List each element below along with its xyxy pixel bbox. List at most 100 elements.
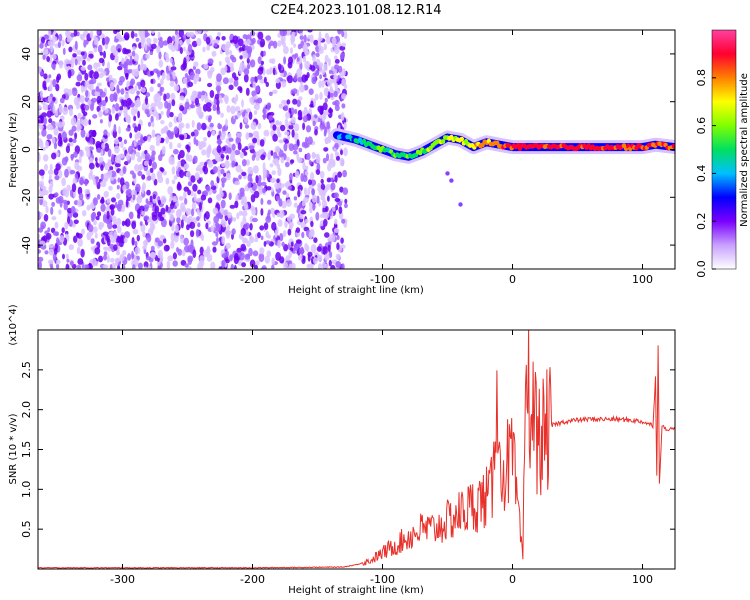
noise-mark	[66, 30, 70, 39]
noise-mark	[122, 166, 127, 175]
noise-mark	[52, 252, 57, 262]
noise-mark	[236, 247, 242, 254]
colorbar-frame	[711, 29, 737, 270]
noise-mark	[177, 142, 182, 149]
noise-mark	[38, 131, 41, 136]
noise-mark	[75, 97, 80, 106]
noise-mark	[165, 204, 169, 212]
noise-mark	[129, 80, 134, 88]
noise-mark	[157, 83, 161, 88]
noise-mark	[199, 145, 203, 150]
noise-mark	[167, 255, 174, 262]
noise-mark	[226, 154, 229, 161]
noise-mark	[229, 254, 234, 262]
noise-mark	[76, 74, 83, 82]
noise-mark	[225, 56, 230, 64]
noise-mark	[96, 30, 101, 35]
noise-mark	[293, 123, 300, 132]
noise-mark	[208, 58, 214, 65]
noise-mark	[110, 257, 115, 263]
noise-mark	[156, 45, 161, 54]
noise-mark	[216, 237, 219, 244]
noise-mark	[206, 107, 212, 112]
noise-mark	[141, 174, 146, 180]
noise-mark	[49, 180, 54, 189]
noise-mark	[319, 121, 326, 130]
noise-mark	[73, 219, 79, 225]
noise-mark	[216, 139, 223, 145]
noise-mark	[310, 65, 316, 72]
noise-mark	[177, 153, 181, 161]
noise-mark	[332, 101, 337, 106]
noise-mark	[220, 112, 224, 118]
noise-mark	[138, 163, 144, 170]
x-tick-label: -200	[240, 273, 265, 286]
noise-mark	[270, 177, 276, 183]
noise-mark	[42, 80, 47, 89]
noise-mark	[134, 103, 138, 108]
noise-mark	[202, 30, 209, 33]
figure-title: C2E4.2023.101.08.12.R14	[270, 3, 441, 18]
noise-mark	[202, 165, 206, 172]
x-tick-label: 0	[509, 573, 516, 586]
noise-mark	[240, 227, 246, 237]
noise-mark	[283, 261, 289, 269]
noise-mark	[214, 152, 220, 162]
noise-mark	[342, 169, 347, 178]
noise-mark	[221, 259, 226, 267]
noise-mark	[197, 91, 203, 99]
noise-mark	[210, 180, 215, 187]
noise-mark	[169, 192, 173, 202]
noise-mark	[178, 134, 185, 140]
noise-mark	[166, 102, 172, 111]
noise-mark	[203, 63, 209, 69]
noise-mark	[338, 65, 343, 74]
noise-mark	[179, 95, 185, 101]
noise-mark	[38, 249, 41, 254]
noise-mark	[221, 219, 227, 228]
noise-mark	[44, 250, 49, 255]
noise-mark	[278, 198, 283, 207]
noise-mark	[54, 175, 60, 181]
noise-mark	[322, 157, 327, 164]
noise-mark	[53, 247, 58, 255]
noise-mark	[81, 228, 85, 235]
noise-mark	[39, 42, 44, 49]
noise-mark	[339, 52, 345, 60]
noise-mark	[57, 121, 64, 128]
noise-mark	[52, 96, 56, 102]
y-tick-label: 1.5	[20, 441, 33, 459]
noise-mark	[150, 70, 154, 76]
snr-xlabel: Height of straight line (km)	[288, 585, 424, 596]
noise-mark	[113, 123, 117, 133]
noise-mark	[206, 45, 211, 51]
noise-mark	[125, 127, 131, 132]
noise-mark	[250, 121, 257, 130]
noise-mark	[186, 134, 191, 140]
noise-mark	[144, 42, 148, 51]
noise-mark	[232, 217, 237, 222]
noise-mark	[140, 87, 146, 93]
noise-mark	[286, 99, 291, 105]
noise-mark	[151, 43, 157, 49]
noise-mark	[131, 237, 135, 246]
noise-mark	[117, 265, 121, 269]
noise-mark	[109, 243, 115, 249]
y-tick-label: 20	[20, 95, 33, 109]
noise-mark	[245, 132, 250, 141]
noise-mark	[241, 111, 246, 118]
noise-mark	[311, 76, 317, 85]
noise-mark	[67, 69, 72, 79]
noise-mark	[307, 187, 311, 196]
noise-mark	[84, 146, 90, 152]
noise-mark	[246, 38, 251, 45]
noise-mark	[130, 30, 135, 39]
noise-mark	[86, 57, 91, 62]
noise-mark	[246, 64, 251, 70]
noise-mark	[199, 161, 205, 167]
noise-mark	[141, 39, 145, 49]
noise-mark	[118, 80, 123, 86]
noise-mark	[323, 147, 329, 152]
noise-mark	[333, 228, 340, 233]
noise-mark	[296, 57, 300, 62]
